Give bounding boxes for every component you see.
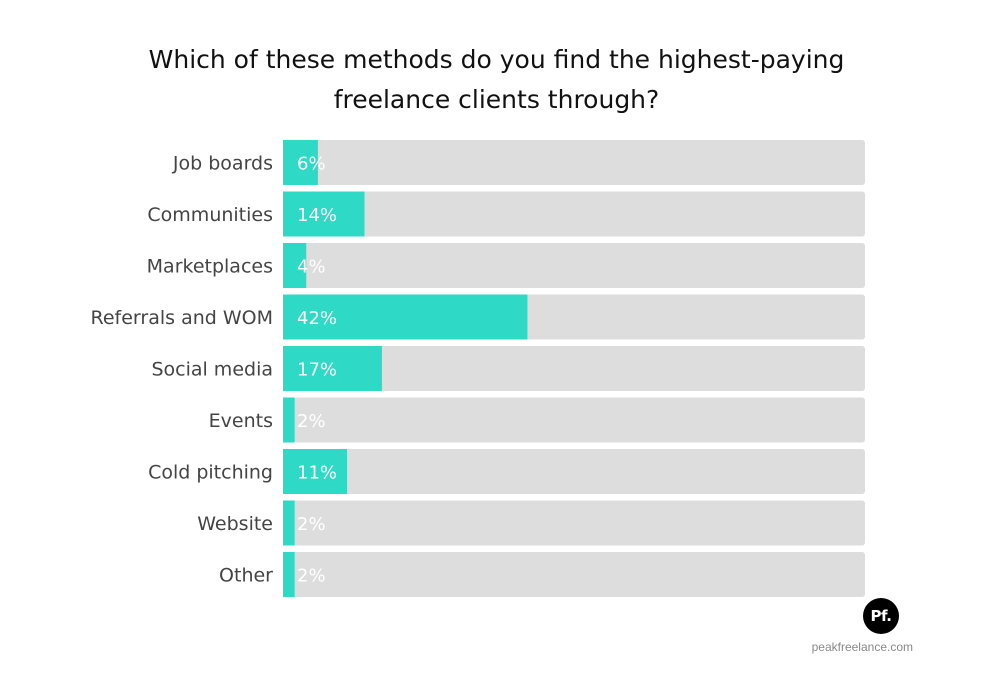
category-label: Website bbox=[197, 513, 273, 535]
bar-cold-pitching bbox=[283, 449, 348, 494]
website-label: peakfreelance.com bbox=[811, 640, 913, 654]
value-label: 6% bbox=[297, 154, 326, 175]
bar-track bbox=[283, 449, 865, 494]
bar-track bbox=[283, 140, 865, 185]
bar-other bbox=[283, 552, 295, 597]
value-label: 42% bbox=[297, 308, 337, 329]
bar-track bbox=[283, 243, 865, 288]
brand-logo: Pf. bbox=[863, 598, 899, 634]
category-label: Marketplaces bbox=[147, 256, 273, 278]
bar-track bbox=[283, 191, 865, 237]
chart-title: Which of these methods do you find the h… bbox=[0, 40, 993, 120]
category-label: Events bbox=[209, 410, 273, 432]
chart-title-line-1: Which of these methods do you find the h… bbox=[148, 45, 845, 74]
value-label: 2% bbox=[297, 411, 326, 432]
bar-job-boards bbox=[283, 140, 318, 185]
value-label: 4% bbox=[297, 257, 326, 278]
value-label: 2% bbox=[297, 566, 326, 587]
category-label: Other bbox=[219, 565, 273, 587]
category-label: Cold pitching bbox=[148, 462, 273, 484]
bar-marketplaces bbox=[283, 243, 307, 288]
value-label: 11% bbox=[297, 463, 337, 484]
bar-track bbox=[283, 552, 865, 597]
value-label: 2% bbox=[297, 514, 326, 535]
bar-communities bbox=[283, 191, 365, 237]
value-label: 14% bbox=[297, 205, 337, 226]
bar-social-media bbox=[283, 346, 382, 391]
bar-referrals-and-wom bbox=[283, 294, 528, 340]
bar-events bbox=[283, 397, 295, 443]
bar-track bbox=[283, 346, 865, 391]
category-label: Referrals and WOM bbox=[91, 307, 274, 329]
value-label: 17% bbox=[297, 360, 337, 381]
category-label: Social media bbox=[151, 359, 273, 381]
bar-website bbox=[283, 500, 295, 546]
category-label: Job boards bbox=[172, 153, 273, 175]
category-label: Communities bbox=[147, 204, 273, 226]
bar-track bbox=[283, 500, 865, 546]
bar-track bbox=[283, 397, 865, 443]
chart-title-line-2: freelance clients through? bbox=[333, 85, 660, 114]
